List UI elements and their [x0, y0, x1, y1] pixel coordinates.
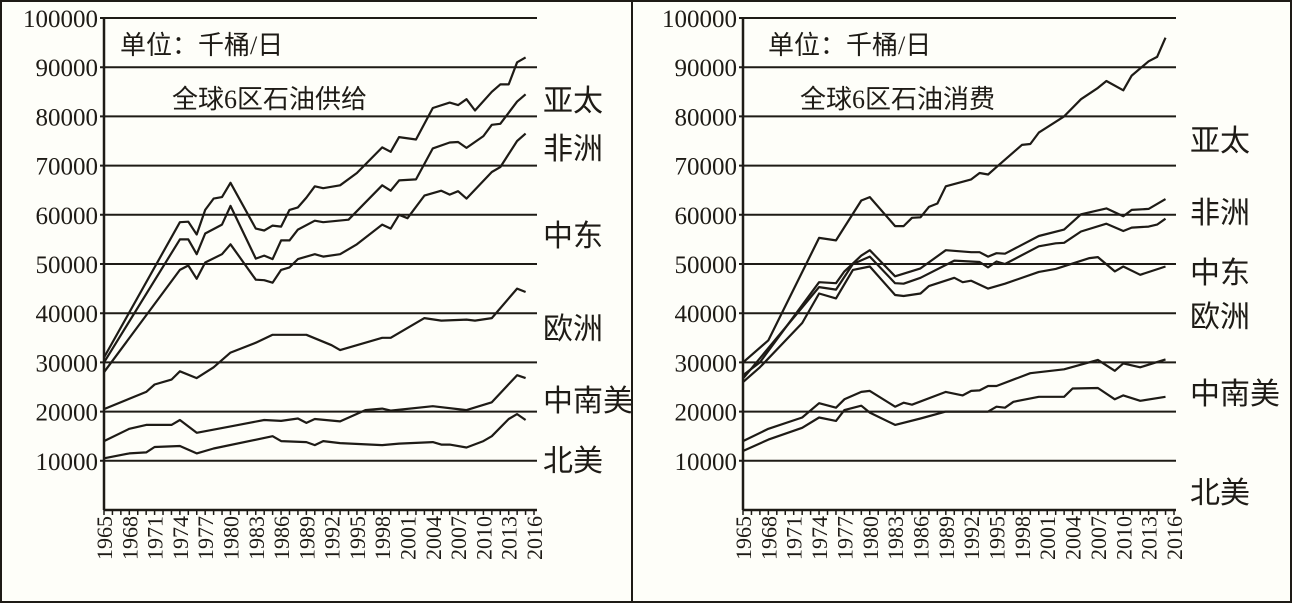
series-line-2 [103, 287, 527, 411]
x-tick-label: 2013 [497, 516, 522, 560]
y-tick-label: 80000 [675, 104, 738, 131]
y-tick-label: 70000 [36, 154, 99, 181]
series-label: 北美 [543, 445, 603, 478]
y-tick-label: 100000 [662, 6, 737, 33]
y-tick-label: 80000 [36, 104, 99, 131]
x-tick-label: 1980 [218, 516, 243, 560]
x-tick-label: 1980 [858, 516, 883, 560]
series-line-4 [742, 198, 1167, 377]
series-label: 中东 [543, 220, 603, 253]
y-tick-label: 20000 [675, 400, 738, 427]
y-tick-label: 90000 [675, 55, 738, 82]
series-line-0 [103, 413, 527, 460]
x-tick-label: 1974 [168, 516, 193, 560]
series-line-4 [103, 93, 527, 363]
series-line-3 [742, 217, 1167, 380]
series-label: 非洲 [543, 133, 603, 166]
x-tick-label: 2016 [522, 516, 547, 560]
series-label: 非洲 [1190, 197, 1250, 230]
x-tick-label: 1992 [320, 516, 345, 560]
y-tick-label: 10000 [36, 449, 99, 476]
y-tick-label: 50000 [36, 252, 99, 279]
chart-title: 全球6区石油供给 [172, 85, 367, 114]
y-tick-label: 50000 [675, 252, 738, 279]
y-tick-label: 40000 [36, 301, 99, 328]
y-tick-label: 60000 [36, 203, 99, 230]
x-tick-label: 1995 [345, 516, 370, 560]
x-tick-label: 2010 [1111, 516, 1136, 560]
x-tick-label: 1986 [269, 516, 294, 560]
x-tick-label: 1998 [370, 516, 395, 560]
series-label: 中南美 [543, 385, 633, 418]
series-line-0 [742, 386, 1166, 453]
x-tick-label: 2001 [396, 516, 421, 560]
unit-label: 单位：千桶/日 [120, 31, 283, 60]
series-line-2 [742, 256, 1166, 383]
x-tick-label: 1971 [143, 516, 168, 560]
series-line-3 [103, 132, 527, 373]
x-tick-label: 2016 [1162, 516, 1187, 560]
y-tick-label: 40000 [675, 301, 738, 328]
series-label: 亚太 [1190, 125, 1250, 158]
series-label: 中东 [1190, 257, 1250, 290]
y-tick-label: 60000 [675, 203, 738, 230]
series-line-1 [742, 358, 1166, 443]
series-line-5 [103, 56, 527, 359]
supply-chart: 单位：千桶/日 全球6区石油供给 10000 20000 30000 40000 500… [23, 6, 633, 560]
x-tick-label: 2007 [446, 516, 471, 560]
x-tick-label: 1968 [756, 516, 781, 560]
x-tick-label: 1977 [832, 516, 857, 560]
y-tick-label: 100000 [23, 6, 98, 33]
x-tick-label: 1989 [294, 516, 319, 560]
series-line-1 [103, 374, 526, 443]
x-tick-label: 1998 [1010, 516, 1035, 560]
series-label: 中南美 [1190, 378, 1280, 411]
x-tick-label: 1983 [244, 516, 269, 560]
x-tick-label: 1989 [934, 516, 959, 560]
x-tick-label: 1968 [117, 516, 142, 560]
x-tick-label: 2013 [1137, 516, 1162, 560]
x-tick-label: 1974 [807, 516, 832, 560]
x-tick-label: 2004 [421, 516, 446, 560]
x-tick-label: 1995 [985, 516, 1010, 560]
chart-title: 全球6区石油消费 [800, 85, 995, 114]
x-tick-label: 1965 [731, 516, 756, 560]
x-tick-label: 1983 [883, 516, 908, 560]
series-line-5 [742, 37, 1167, 364]
x-tick-label: 1965 [92, 516, 117, 560]
unit-label: 单位：千桶/日 [768, 31, 931, 60]
x-tick-label: 1992 [959, 516, 984, 560]
y-tick-label: 10000 [675, 449, 738, 476]
y-tick-label: 90000 [36, 55, 99, 82]
x-tick-label: 1977 [193, 516, 218, 560]
x-tick-label: 2010 [471, 516, 496, 560]
y-tick-label: 20000 [36, 400, 99, 427]
x-tick-label: 1986 [908, 516, 933, 560]
series-label: 欧洲 [543, 313, 603, 346]
y-tick-label: 70000 [675, 154, 738, 181]
x-tick-label: 1971 [782, 516, 807, 560]
consumption-chart: 单位：千桶/日 全球6区石油消费 10000 20000 30000 40000 500… [662, 6, 1280, 560]
series-label: 亚太 [543, 85, 603, 118]
x-tick-label: 2001 [1035, 516, 1060, 560]
series-label: 欧洲 [1190, 301, 1250, 334]
x-tick-label: 2004 [1061, 516, 1086, 560]
series-label: 北美 [1190, 477, 1250, 510]
x-tick-label: 2007 [1086, 516, 1111, 560]
y-tick-label: 30000 [36, 350, 99, 377]
y-tick-label: 30000 [675, 350, 738, 377]
